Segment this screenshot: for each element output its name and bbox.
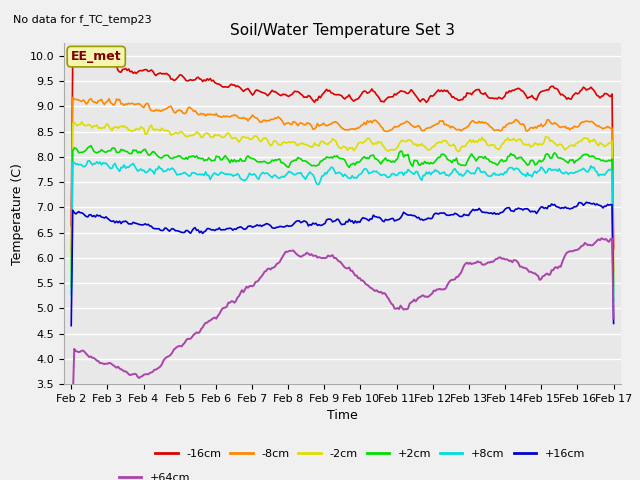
X-axis label: Time: Time <box>327 409 358 422</box>
Title: Soil/Water Temperature Set 3: Soil/Water Temperature Set 3 <box>230 23 455 38</box>
Text: No data for f_TC_temp23: No data for f_TC_temp23 <box>13 14 152 25</box>
Legend: +64cm: +64cm <box>114 468 195 480</box>
Y-axis label: Temperature (C): Temperature (C) <box>11 163 24 264</box>
Text: EE_met: EE_met <box>71 50 122 63</box>
